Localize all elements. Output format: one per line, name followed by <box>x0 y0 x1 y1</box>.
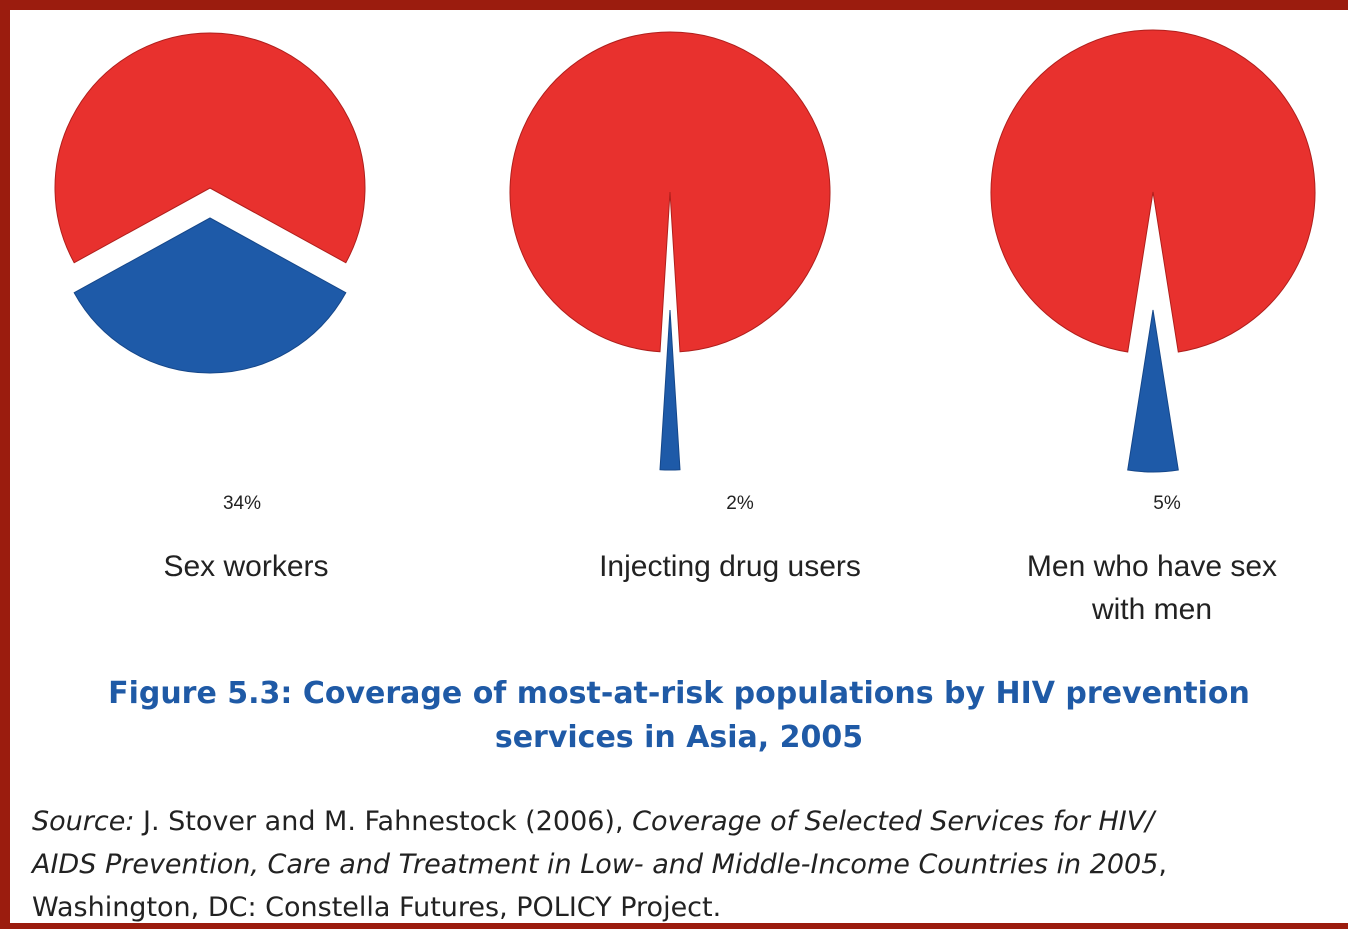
source-title-part1: Coverage of Selected Services for HIV/ <box>632 806 1155 837</box>
pie-slice-not-covered-sex-workers <box>54 32 366 264</box>
figure-panel: 34% 2% 5% Sex workers Injecting drug use… <box>10 10 1348 923</box>
source-note: Source: J. Stover and M. Fahnestock (200… <box>32 800 1348 929</box>
source-title-part2: AIDS Prevention, Care and Treatment in L… <box>32 849 1159 880</box>
source-authors: J. Stover and M. Fahnestock (2006), <box>134 806 633 837</box>
figure-title: Figure 5.3: Coverage of most-at-risk pop… <box>70 672 1288 760</box>
pie-slice-covered-injecting-drug-users <box>659 309 681 471</box>
category-msm-line2: with men <box>1091 593 1213 626</box>
category-injecting-drug-users: Injecting drug users <box>599 550 861 583</box>
source-sep: , <box>1158 849 1167 880</box>
source-label: Source: <box>32 806 135 837</box>
source-line2: AIDS Prevention, Care and Treatment in L… <box>32 843 1348 886</box>
figure-title-line2: services in Asia, 2005 <box>494 720 864 755</box>
pie-label-injecting-drug-users: 2% <box>726 493 754 514</box>
pie-slice-covered-sex-workers <box>73 217 347 374</box>
source-publisher: Washington, DC: Constella Futures, POLIC… <box>32 892 722 923</box>
category-msm-line1: Men who have sex <box>1026 550 1278 583</box>
source-line3: Washington, DC: Constella Futures, POLIC… <box>32 886 1348 929</box>
category-sex-workers: Sex workers <box>163 550 329 583</box>
pie-charts <box>54 29 1316 473</box>
category-msm: Men who have sex with men <box>972 545 1332 631</box>
pie-label-msm: 5% <box>1153 493 1181 514</box>
figure-title-line1: Figure 5.3: Coverage of most-at-risk pop… <box>108 676 1250 711</box>
pie-slice-not-covered-injecting-drug-users <box>509 31 831 353</box>
pie-slice-not-covered-msm <box>990 29 1316 353</box>
source-line1: Source: J. Stover and M. Fahnestock (200… <box>32 800 1348 843</box>
pie-slice-covered-msm <box>1127 309 1179 473</box>
pie-label-sex-workers: 34% <box>222 493 262 514</box>
